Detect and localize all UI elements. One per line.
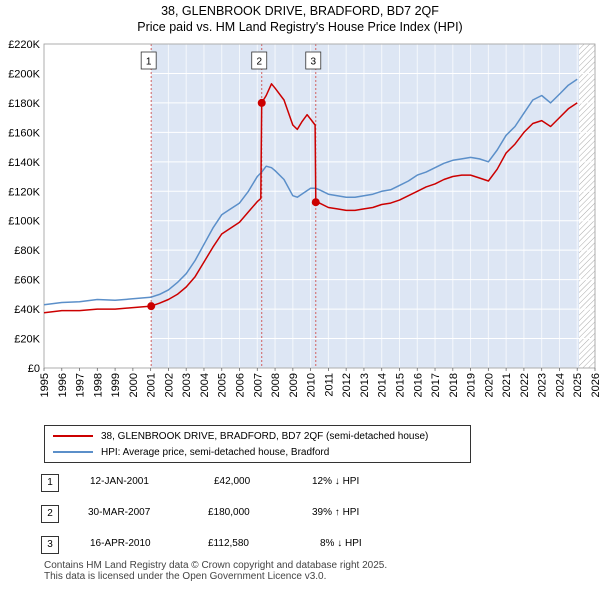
x-tick-label: 1999 [110,373,122,397]
price-chart: 1 2 3 £0 £20K £40K £60K £80K £100K £120K £140K £160… [8,39,600,397]
y-tick-label: £80K [14,245,40,257]
chart-title: 38, GLENBROOK DRIVE, BRADFORD, BD7 2QF [161,4,439,18]
sale-label-box [305,51,322,70]
x-tick-label: 2024 [554,373,566,397]
legend-label-hpi: HPI: Average price, semi-detached house,… [101,446,330,458]
y-tick-label: £180K [8,98,40,110]
legend-swatch-hpi [53,451,93,453]
x-tick-label: 2021 [501,373,513,397]
x-tick-label: 2017 [430,373,442,397]
x-tick-label: 2023 [537,373,549,397]
x-tick-label: 2010 [306,373,318,397]
y-tick-label: £220K [8,39,40,51]
x-tick-label: 2018 [448,373,460,397]
transaction-price: £42,000 [214,476,251,487]
x-tick-label: 2019 [466,373,478,397]
transaction-date: 30-MAR-2007 [88,507,151,518]
sale-label-box [251,51,268,70]
y-tick-label: £100K [8,216,40,228]
transaction-number: 3 [41,536,59,554]
x-tick-label: 2025 [572,373,584,397]
sale-label: 3 [310,57,316,68]
transaction-date: 12-JAN-2001 [90,476,149,487]
y-tick-label: £40K [14,304,40,316]
x-tick-label: 1995 [39,373,51,397]
sale-label: 1 [146,57,152,68]
y-tick-label: £0 [28,363,40,375]
y-tick-label: £60K [14,275,40,287]
y-tick-label: £120K [8,186,40,198]
x-tick-label: 2008 [270,373,282,397]
footer-licence: This data is licensed under the Open Gov… [44,571,327,582]
x-tick-label: 2000 [128,373,140,397]
transaction-row: 1 12-JAN-2001 £42,000 12% ↓ HPI [0,474,600,494]
hpi-line [43,78,578,306]
x-tick-label: 1998 [92,373,104,397]
footer-copyright: Contains HM Land Registry data © Crown c… [44,560,388,571]
legend-entry-property: 38, GLENBROOK DRIVE, BRADFORD, BD7 2QF (… [53,428,428,444]
transaction-number: 2 [41,505,59,523]
x-tick-label: 2007 [252,373,264,397]
x-tick-label: 2002 [163,373,175,397]
future-hatch [579,44,595,368]
x-tick-label: 1997 [75,373,87,397]
chart-subtitle: Price paid vs. HM Land Registry's House … [137,20,463,34]
legend-label-property: 38, GLENBROOK DRIVE, BRADFORD, BD7 2QF (… [101,430,429,442]
x-tick-label: 2026 [590,373,600,397]
ownership-shading [151,44,580,368]
y-tick-label: £200K [8,68,40,80]
x-tick-label: 2011 [323,373,335,397]
plot-frame [43,43,596,369]
x-tick-label: 2016 [412,373,424,397]
transaction-hpi-delta: 8% ↓ HPI [320,538,362,549]
transaction-row: 3 16-APR-2010 £112,580 8% ↓ HPI [0,536,600,556]
y-tick-label: £20K [14,334,40,346]
y-tick-label: £140K [8,157,40,169]
chart-legend: 38, GLENBROOK DRIVE, BRADFORD, BD7 2QF (… [44,425,471,463]
sale-point [311,198,320,207]
x-tick-label: 2001 [146,373,158,397]
sale-point [257,98,266,107]
property-price-line [43,83,578,314]
sale-label-box [140,51,157,70]
x-tick-label: 2003 [181,373,193,397]
sale-point [147,302,156,311]
x-tick-label: 2014 [377,373,389,397]
transaction-row: 2 30-MAR-2007 £180,000 39% ↑ HPI [0,505,600,525]
legend-entry-hpi: HPI: Average price, semi-detached house,… [53,444,329,460]
transaction-hpi-delta: 39% ↑ HPI [312,507,360,518]
x-tick-label: 2005 [217,373,229,397]
x-tick-label: 2004 [199,373,211,397]
transaction-price: £112,580 [208,538,249,549]
transaction-date: 16-APR-2010 [90,538,151,549]
x-tick-label: 2006 [235,373,247,397]
sale-label: 2 [256,57,262,68]
x-tick-label: 2015 [394,373,406,397]
x-tick-label: 2013 [359,373,371,397]
footer-note: Contains HM Land Registry data © Crown c… [44,560,387,582]
legend-swatch-property [53,435,93,437]
transaction-hpi-delta: 12% ↓ HPI [312,476,360,487]
x-tick-label: 2020 [483,373,495,397]
x-tick-label: 2022 [519,373,531,397]
transaction-price: £180,000 [208,507,250,518]
x-tick-label: 2009 [288,373,300,397]
x-tick-label: 1996 [57,373,69,397]
transaction-number: 1 [41,474,59,492]
x-tick-label: 2012 [341,373,353,397]
y-tick-label: £160K [8,127,40,139]
